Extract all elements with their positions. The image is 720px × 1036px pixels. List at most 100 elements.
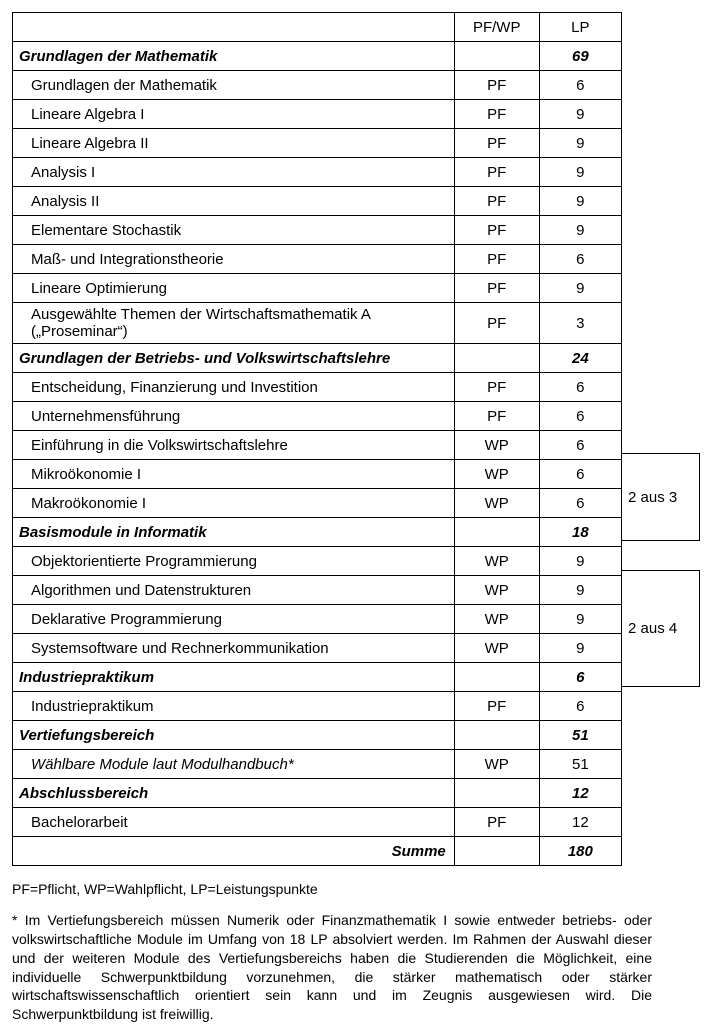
course-pfwp: PF <box>454 129 539 158</box>
header-pfwp: PF/WP <box>454 13 539 42</box>
course-pfwp: PF <box>454 692 539 721</box>
course-pfwp: PF <box>454 71 539 100</box>
course-lp: 6 <box>539 692 621 721</box>
section-title: Basismodule in Informatik <box>13 518 455 547</box>
section-title: Vertiefungsbereich <box>13 721 455 750</box>
section-title: Grundlagen der Mathematik <box>13 42 455 71</box>
course-lp: 9 <box>539 274 621 303</box>
course-pfwp: WP <box>454 431 539 460</box>
section-pfwp <box>454 344 539 373</box>
section-lp: 6 <box>539 663 621 692</box>
course-lp: 9 <box>539 576 621 605</box>
course-lp: 9 <box>539 547 621 576</box>
section-row: Vertiefungsbereich 51 <box>13 721 622 750</box>
course-row: Wählbare Module laut Modulhandbuch*WP51 <box>13 750 622 779</box>
course-name: Entscheidung, Finanzierung und Investiti… <box>13 373 455 402</box>
course-lp: 6 <box>539 402 621 431</box>
annotation-text: 2 aus 3 <box>628 489 677 506</box>
section-pfwp <box>454 779 539 808</box>
course-name: Analysis I <box>13 158 455 187</box>
course-pfwp: PF <box>454 216 539 245</box>
course-name: Einführung in die Volkswirtschaftslehre <box>13 431 455 460</box>
course-name: Lineare Optimierung <box>13 274 455 303</box>
course-pfwp: WP <box>454 605 539 634</box>
course-lp: 9 <box>539 187 621 216</box>
course-name: Analysis II <box>13 187 455 216</box>
course-name: Elementare Stochastik <box>13 216 455 245</box>
course-lp: 9 <box>539 129 621 158</box>
course-row: Analysis IPF9 <box>13 158 622 187</box>
legend-text: PF=Pflicht, WP=Wahlpflicht, LP=Leistungs… <box>12 880 632 899</box>
course-lp: 51 <box>539 750 621 779</box>
course-lp: 3 <box>539 303 621 344</box>
course-row: Makroökonomie IWP6 <box>13 489 622 518</box>
course-name: Wählbare Module laut Modulhandbuch* <box>13 750 455 779</box>
course-name: Lineare Algebra II <box>13 129 455 158</box>
section-title: Industriepraktikum <box>13 663 455 692</box>
course-row: Lineare Algebra IPF9 <box>13 100 622 129</box>
course-row: Elementare StochastikPF9 <box>13 216 622 245</box>
course-row: Algorithmen und DatenstrukturenWP9 <box>13 576 622 605</box>
course-pfwp: PF <box>454 158 539 187</box>
section-row: Abschlussbereich 12 <box>13 779 622 808</box>
section-lp: 18 <box>539 518 621 547</box>
course-lp: 9 <box>539 605 621 634</box>
course-lp: 9 <box>539 158 621 187</box>
course-name: Industriepraktikum <box>13 692 455 721</box>
annotation-text: 2 aus 4 <box>628 620 677 637</box>
course-name: Bachelorarbeit <box>13 808 455 837</box>
sum-lp: 180 <box>539 837 621 866</box>
annotation-2aus4: 2 aus 4 <box>622 570 700 687</box>
course-row: Einführung in die VolkswirtschaftslehreW… <box>13 431 622 460</box>
section-lp: 69 <box>539 42 621 71</box>
sum-pfwp <box>454 837 539 866</box>
course-row: Deklarative ProgrammierungWP9 <box>13 605 622 634</box>
section-lp: 51 <box>539 721 621 750</box>
course-name: Deklarative Programmierung <box>13 605 455 634</box>
course-pfwp: PF <box>454 100 539 129</box>
course-row: Objektorientierte ProgrammierungWP9 <box>13 547 622 576</box>
course-row: Mikroökonomie IWP6 <box>13 460 622 489</box>
section-pfwp <box>454 42 539 71</box>
course-lp: 6 <box>539 71 621 100</box>
curriculum-wrap: PF/WP LP Grundlagen der Mathematik 69 Gr… <box>12 12 708 866</box>
course-lp: 9 <box>539 100 621 129</box>
course-row: Lineare OptimierungPF9 <box>13 274 622 303</box>
sum-row: Summe 180 <box>13 837 622 866</box>
section-lp: 12 <box>539 779 621 808</box>
course-lp: 6 <box>539 245 621 274</box>
course-row: Systemsoftware und RechnerkommunikationW… <box>13 634 622 663</box>
course-name: Unternehmensführung <box>13 402 455 431</box>
course-name: Lineare Algebra I <box>13 100 455 129</box>
course-lp: 6 <box>539 431 621 460</box>
course-name: Systemsoftware und Rechnerkommunikation <box>13 634 455 663</box>
course-pfwp: WP <box>454 547 539 576</box>
course-pfwp: PF <box>454 808 539 837</box>
course-name: Maß- und Integrationstheorie <box>13 245 455 274</box>
course-name: Mikroökonomie I <box>13 460 455 489</box>
header-lp: LP <box>539 13 621 42</box>
course-row: Entscheidung, Finanzierung und Investiti… <box>13 373 622 402</box>
course-lp: 6 <box>539 460 621 489</box>
course-pfwp: WP <box>454 460 539 489</box>
course-pfwp: WP <box>454 489 539 518</box>
section-pfwp <box>454 663 539 692</box>
course-row: Analysis IIPF9 <box>13 187 622 216</box>
section-title: Grundlagen der Betriebs- und Volkswirtsc… <box>13 344 455 373</box>
course-pfwp: PF <box>454 245 539 274</box>
footnote-text: * Im Vertiefungsbereich müssen Numerik o… <box>12 911 652 1024</box>
course-row: BachelorarbeitPF12 <box>13 808 622 837</box>
course-lp: 9 <box>539 634 621 663</box>
course-row: Lineare Algebra IIPF9 <box>13 129 622 158</box>
course-row: UnternehmensführungPF6 <box>13 402 622 431</box>
course-row: Grundlagen der MathematikPF6 <box>13 71 622 100</box>
course-pfwp: PF <box>454 187 539 216</box>
course-name: Grundlagen der Mathematik <box>13 71 455 100</box>
course-pfwp: PF <box>454 402 539 431</box>
course-name: Algorithmen und Datenstrukturen <box>13 576 455 605</box>
annotation-2aus3: 2 aus 3 <box>622 453 700 541</box>
section-row: Grundlagen der Mathematik 69 <box>13 42 622 71</box>
course-pfwp: PF <box>454 373 539 402</box>
course-lp: 6 <box>539 373 621 402</box>
course-name: Objektorientierte Programmierung <box>13 547 455 576</box>
